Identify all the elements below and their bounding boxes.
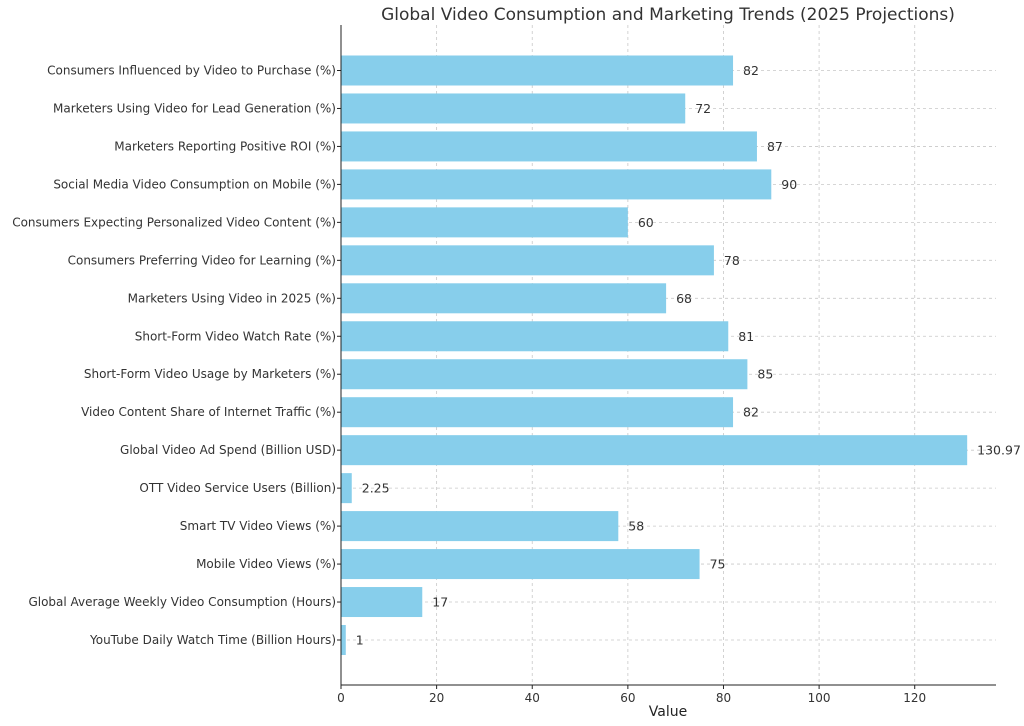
value-label: 78 [724,253,740,268]
value-label: 82 [743,63,759,78]
x-tick-label: 80 [716,691,731,705]
x-tick-label: 60 [620,691,635,705]
bar [341,55,734,86]
category-label: Social Media Video Consumption on Mobile… [53,177,336,191]
bar [341,397,734,428]
value-label: 60 [638,215,654,230]
category-label: Consumers Preferring Video for Learning … [68,253,336,267]
grid-lines [340,25,996,685]
bars [341,55,968,655]
value-label: 17 [432,595,448,610]
value-label: 2.25 [362,481,390,496]
bar [341,435,968,466]
category-labels: YouTube Daily Watch Time (Billion Hours)… [12,64,341,647]
category-label: Consumers Expecting Personalized Video C… [12,215,336,229]
category-label: Marketers Reporting Positive ROI (%) [114,139,336,153]
x-axis-label: Value [649,704,687,720]
bar [341,283,667,314]
bar [341,169,772,200]
category-label: Short-Form Video Watch Rate (%) [135,329,336,343]
bar [341,511,619,542]
bar [341,587,423,618]
value-label: 130.97 [977,443,1021,458]
bar [341,93,686,124]
category-label: Marketers Using Video in 2025 (%) [128,291,336,305]
bar [341,473,352,504]
category-label: Smart TV Video Views (%) [180,519,336,533]
bar [341,321,729,352]
x-tick-label: 40 [525,691,540,705]
category-label: Video Content Share of Internet Traffic … [81,405,336,419]
bar [341,207,628,238]
category-label: YouTube Daily Watch Time (Billion Hours) [89,633,336,647]
value-label: 81 [738,329,754,344]
bar [341,549,700,580]
category-label: Marketers Using Video for Lead Generatio… [53,101,336,115]
chart-title: Global Video Consumption and Marketing T… [381,5,955,25]
value-label: 90 [781,177,797,192]
x-tick-labels: 0 20 40 60 80 100 120 [337,685,926,705]
category-label: Short-Form Video Usage by Marketers (%) [84,367,336,381]
value-label: 1 [356,633,364,648]
value-label: 82 [743,405,759,420]
category-label: Global Average Weekly Video Consumption … [28,595,336,609]
value-label: 72 [695,101,711,116]
category-label: Consumers Influenced by Video to Purchas… [47,64,336,78]
category-label: OTT Video Service Users (Billion) [139,481,336,495]
value-label: 58 [628,519,644,534]
bar [341,131,757,162]
x-tick-label: 100 [808,691,831,705]
value-label: 87 [767,139,783,154]
axes [340,25,996,686]
category-label: Global Video Ad Spend (Billion USD) [120,443,336,457]
value-labels: 1 17 75 58 2.25 130.97 82 85 81 68 78 60 90 87 72 82 [356,63,1021,648]
bar [341,625,346,655]
value-label: 85 [757,367,773,382]
bar [341,359,748,390]
bar [341,245,714,276]
x-tick-label: 20 [429,691,444,705]
category-label: Mobile Video Views (%) [196,557,336,571]
value-label: 75 [710,557,726,572]
x-tick-label: 0 [337,691,345,705]
x-tick-label: 120 [903,691,926,705]
value-label: 68 [676,291,692,306]
